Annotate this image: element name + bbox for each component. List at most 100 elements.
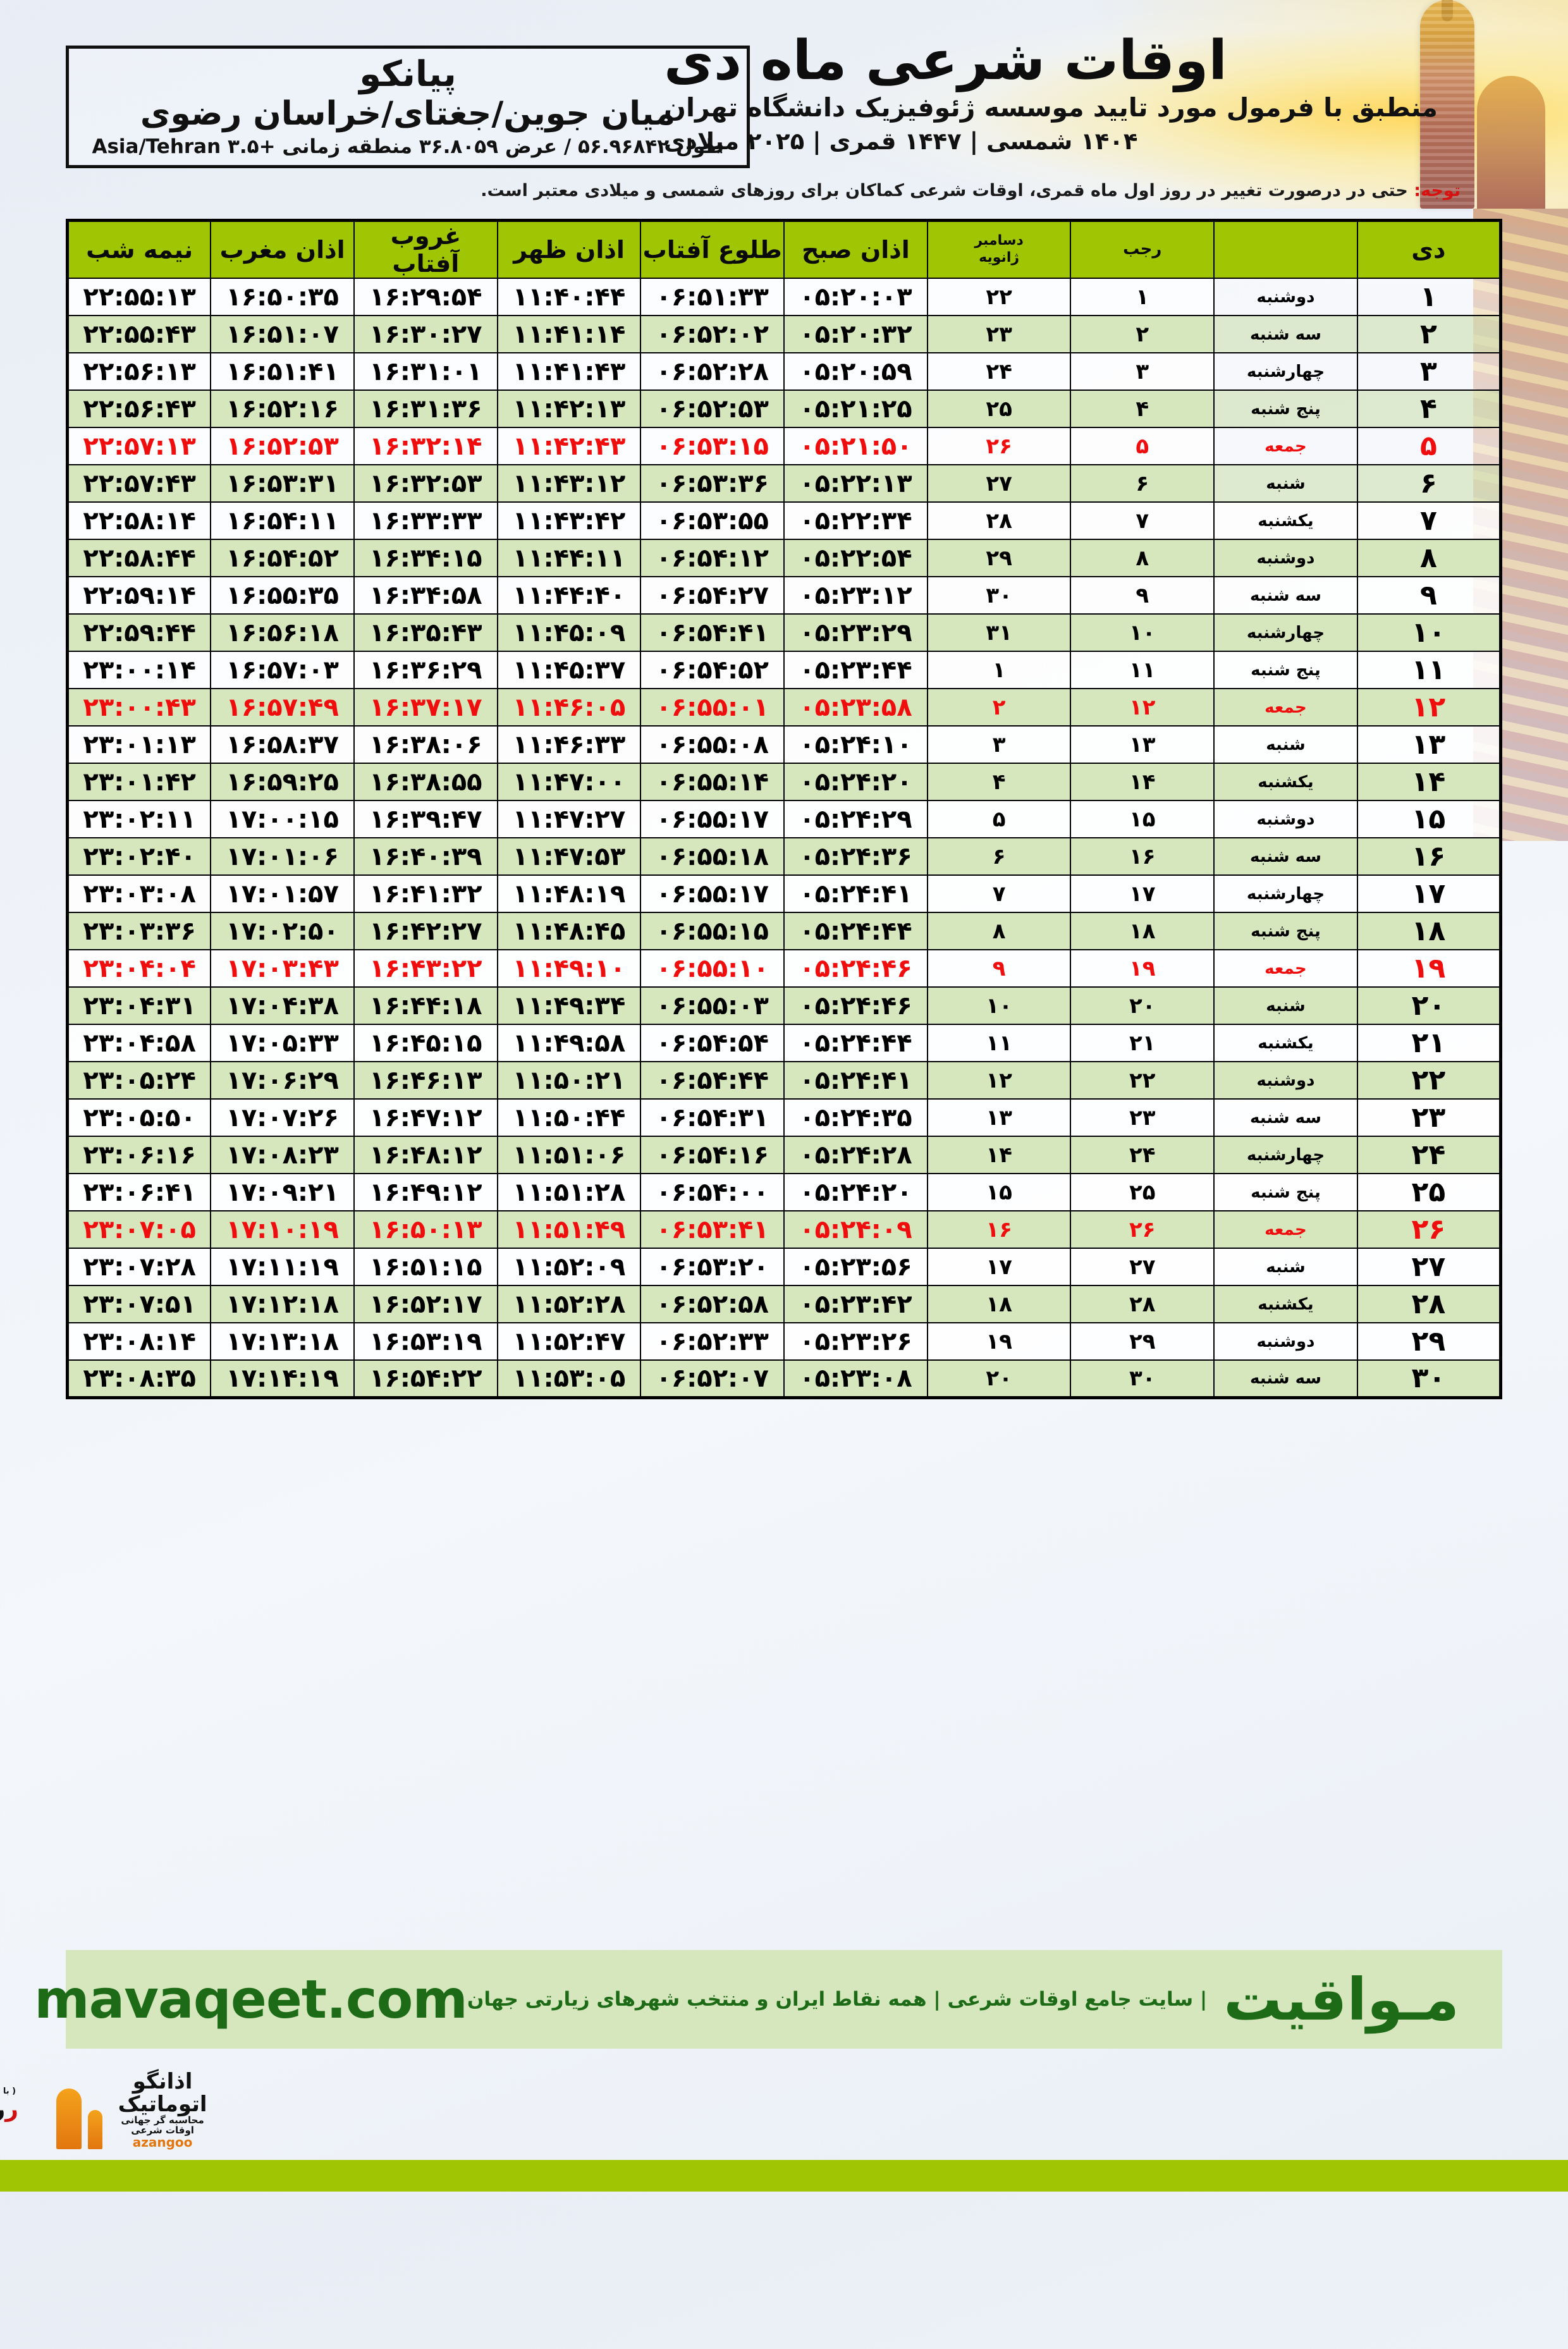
cell-midnight: ۲۳:۰۷:۰۵ xyxy=(66,1210,212,1249)
cell-weekday: یکشنبه xyxy=(1213,1285,1358,1323)
cell-dhuhr: ۱۱:۴۸:۱۹ xyxy=(496,874,642,913)
cell-lunar: ۲۸ xyxy=(1070,1285,1215,1323)
table-row: ۱۹ جمعه ۱۹ ۹ ۰۵:۲۴:۴۶ ۰۶:۵۵:۱۰ ۱۱:۴۹:۱۰ ۱۶:۴۳:۲… xyxy=(66,949,1502,988)
cell-sunset: ۱۶:۴۳:۲۲ xyxy=(353,949,498,988)
cell-weekday: جمعه xyxy=(1213,688,1358,727)
cell-maghrib: ۱۶:۵۷:۴۹ xyxy=(210,688,355,727)
cell-weekday: دوشنبه xyxy=(1213,1322,1358,1361)
cell-fajr: ۰۵:۲۴:۴۶ xyxy=(783,986,928,1025)
cell-weekday: چهارشنبه xyxy=(1213,352,1358,391)
cell-sunset: ۱۶:۴۱:۳۲ xyxy=(353,874,498,913)
cell-dhuhr: ۱۱:۴۴:۱۱ xyxy=(496,539,642,577)
location-box: پیانکو میان جوین/جغتای/خراسان رضوی طول ۵… xyxy=(66,46,750,168)
cell-maghrib: ۱۷:۰۶:۲۹ xyxy=(210,1061,355,1100)
cell-midnight: ۲۲:۵۹:۴۴ xyxy=(66,613,212,652)
cell-dhuhr: ۱۱:۴۱:۴۳ xyxy=(496,352,642,391)
cell-maghrib: ۱۶:۵۰:۳۵ xyxy=(210,278,355,316)
cell-maghrib: ۱۷:۱۴:۱۹ xyxy=(210,1359,355,1398)
cell-lunar: ۱۰ xyxy=(1070,613,1215,652)
cell-sunset: ۱۶:۳۱:۰۱ xyxy=(353,352,498,391)
cell-lunar: ۲۵ xyxy=(1070,1173,1215,1211)
cell-midnight: ۲۳:۰۴:۳۱ xyxy=(66,986,212,1025)
cell-midnight: ۲۳:۰۵:۵۰ xyxy=(66,1098,212,1137)
cell-maghrib: ۱۶:۵۸:۳۷ xyxy=(210,725,355,764)
cell-maghrib: ۱۷:۱۳:۱۸ xyxy=(210,1322,355,1361)
cell-dhuhr: ۱۱:۴۲:۱۳ xyxy=(496,389,642,428)
cell-midnight: ۲۲:۵۵:۴۳ xyxy=(66,315,212,353)
cell-dhuhr: ۱۱:۴۲:۴۳ xyxy=(496,427,642,465)
prayer-times-table: دی رجب دسامبر ژانویه اذان صبح طلوع آفتاب… xyxy=(66,219,1502,1399)
header-gregorian: دسامبر ژانویه xyxy=(926,219,1072,279)
city-coordinates: طول ۵۶.۹۶۸۴۲ / عرض ۳۶.۸۰۵۹ منطقه زمانی +… xyxy=(92,135,724,158)
cell-weekday: جمعه xyxy=(1213,949,1358,988)
cell-weekday: یکشنبه xyxy=(1213,763,1358,801)
cell-greg: ۲۲ xyxy=(926,278,1072,316)
cell-weekday: جمعه xyxy=(1213,427,1358,465)
cell-dhuhr: ۱۱:۴۹:۵۸ xyxy=(496,1024,642,1062)
header-lunar: رجب xyxy=(1070,219,1215,279)
mavaqeet-tagline: | سایت جامع اوقات شرعی | همه نقاط ایران … xyxy=(467,1988,1208,2011)
page-header: پیانکو میان جوین/جغتای/خراسان رضوی طول ۵… xyxy=(0,0,1568,209)
cell-sunrise: ۰۶:۵۵:۱۴ xyxy=(640,763,785,801)
cell-sunset: ۱۶:۳۵:۴۳ xyxy=(353,613,498,652)
cell-fajr: ۰۵:۲۳:۴۴ xyxy=(783,651,928,689)
cell-sunset: ۱۶:۴۵:۱۵ xyxy=(353,1024,498,1062)
mosque-dome-decor-icon xyxy=(1477,76,1545,209)
cell-maghrib: ۱۷:۰۳:۴۳ xyxy=(210,949,355,988)
cell-dhuhr: ۱۱:۴۳:۴۲ xyxy=(496,501,642,540)
cell-weekday: یکشنبه xyxy=(1213,501,1358,540)
cell-day: ۳ xyxy=(1356,352,1502,391)
cell-weekday: سه شنبه xyxy=(1213,1098,1358,1137)
cell-greg: ۲۶ xyxy=(926,427,1072,465)
table-row: ۲۸ یکشنبه ۲۸ ۱۸ ۰۵:۲۳:۴۲ ۰۶:۵۲:۵۸ ۱۱:۵۲:۲۸ ۱۶:۵… xyxy=(66,1285,1502,1323)
cell-day: ۲۰ xyxy=(1356,986,1502,1025)
cell-greg: ۲۳ xyxy=(926,315,1072,353)
cell-lunar: ۲۰ xyxy=(1070,986,1215,1025)
cell-midnight: ۲۳:۰۰:۱۴ xyxy=(66,651,212,689)
cell-sunrise: ۰۶:۵۵:۱۷ xyxy=(640,874,785,913)
cell-lunar: ۲۴ xyxy=(1070,1136,1215,1174)
cell-lunar: ۲۶ xyxy=(1070,1210,1215,1249)
table-row: ۲ سه شنبه ۲ ۲۳ ۰۵:۲۰:۳۲ ۰۶:۵۲:۰۲ ۱۱:۴۱:۱۴ ۱۶:۳۰… xyxy=(66,315,1502,353)
cell-greg: ۱۴ xyxy=(926,1136,1072,1174)
cell-fajr: ۰۵:۲۳:۱۲ xyxy=(783,576,928,615)
table-row: ۷ یکشنبه ۷ ۲۸ ۰۵:۲۲:۳۴ ۰۶:۵۳:۵۵ ۱۱:۴۳:۴۲ ۱۶:۳۳:… xyxy=(66,501,1502,540)
cell-midnight: ۲۳:۰۱:۱۳ xyxy=(66,725,212,764)
rayaneek-logo-top: ( با مسئولیت محدود ) xyxy=(0,2087,16,2097)
mavaqeet-domain-link[interactable]: mavaqeet.com xyxy=(34,1968,468,2030)
cell-maghrib: ۱۷:۰۵:۳۳ xyxy=(210,1024,355,1062)
cell-sunrise: ۰۶:۵۱:۳۳ xyxy=(640,278,785,316)
azangoo-logo-latin: azangoo xyxy=(132,2134,193,2150)
cell-sunrise: ۰۶:۵۲:۵۳ xyxy=(640,389,785,428)
cell-lunar: ۷ xyxy=(1070,501,1215,540)
header-weekday xyxy=(1213,219,1358,279)
cell-fajr: ۰۵:۲۴:۴۴ xyxy=(783,1024,928,1062)
cell-sunrise: ۰۶:۵۵:۰۳ xyxy=(640,986,785,1025)
table-row: ۱۷ چهارشنبه ۱۷ ۷ ۰۵:۲۴:۴۱ ۰۶:۵۵:۱۷ ۱۱:۴۸:۱۹ ۱۶:… xyxy=(66,874,1502,913)
cell-greg: ۱۰ xyxy=(926,986,1072,1025)
header-gregorian-bottom: ژانویه xyxy=(979,250,1020,266)
footer-bottom: اذانگو اتوماتیک محاسبه گر جهانی اوقات شر… xyxy=(0,2060,1568,2160)
cell-midnight: ۲۳:۰۶:۱۶ xyxy=(66,1136,212,1174)
header-day: دی xyxy=(1356,219,1502,279)
cell-weekday: یکشنبه xyxy=(1213,1024,1358,1062)
cell-sunset: ۱۶:۴۴:۱۸ xyxy=(353,986,498,1025)
cell-dhuhr: ۱۱:۴۹:۱۰ xyxy=(496,949,642,988)
cell-sunrise: ۰۶:۵۵:۱۸ xyxy=(640,837,785,876)
cell-midnight: ۲۳:۰۸:۱۴ xyxy=(66,1322,212,1361)
table-header-row: دی رجب دسامبر ژانویه اذان صبح طلوع آفتاب… xyxy=(66,219,1502,279)
table-row: ۸ دوشنبه ۸ ۲۹ ۰۵:۲۲:۵۴ ۰۶:۵۴:۱۲ ۱۱:۴۴:۱۱ ۱۶:۳۴:… xyxy=(66,539,1502,577)
cell-lunar: ۱۸ xyxy=(1070,912,1215,950)
cell-sunset: ۱۶:۳۲:۵۳ xyxy=(353,464,498,503)
cell-greg: ۱۳ xyxy=(926,1098,1072,1137)
cell-day: ۱۳ xyxy=(1356,725,1502,764)
table-row: ۲۷ شنبه ۲۷ ۱۷ ۰۵:۲۳:۵۶ ۰۶:۵۳:۲۰ ۱۱:۵۲:۰۹ ۱۶:۵۱:… xyxy=(66,1248,1502,1286)
cell-day: ۱۱ xyxy=(1356,651,1502,689)
cell-sunset: ۱۶:۴۸:۱۲ xyxy=(353,1136,498,1174)
cell-sunset: ۱۶:۴۷:۱۲ xyxy=(353,1098,498,1137)
cell-weekday: دوشنبه xyxy=(1213,278,1358,316)
cell-dhuhr: ۱۱:۴۴:۴۰ xyxy=(496,576,642,615)
cell-sunset: ۱۶:۳۰:۲۷ xyxy=(353,315,498,353)
rayaneek-logo: ( با مسئولیت محدود ) ررایانیک خاور xyxy=(0,2087,18,2132)
table-row: ۵ جمعه ۵ ۲۶ ۰۵:۲۱:۵۰ ۰۶:۵۳:۱۵ ۱۱:۴۲:۴۳ ۱۶:۳۲:۱۴… xyxy=(66,427,1502,465)
